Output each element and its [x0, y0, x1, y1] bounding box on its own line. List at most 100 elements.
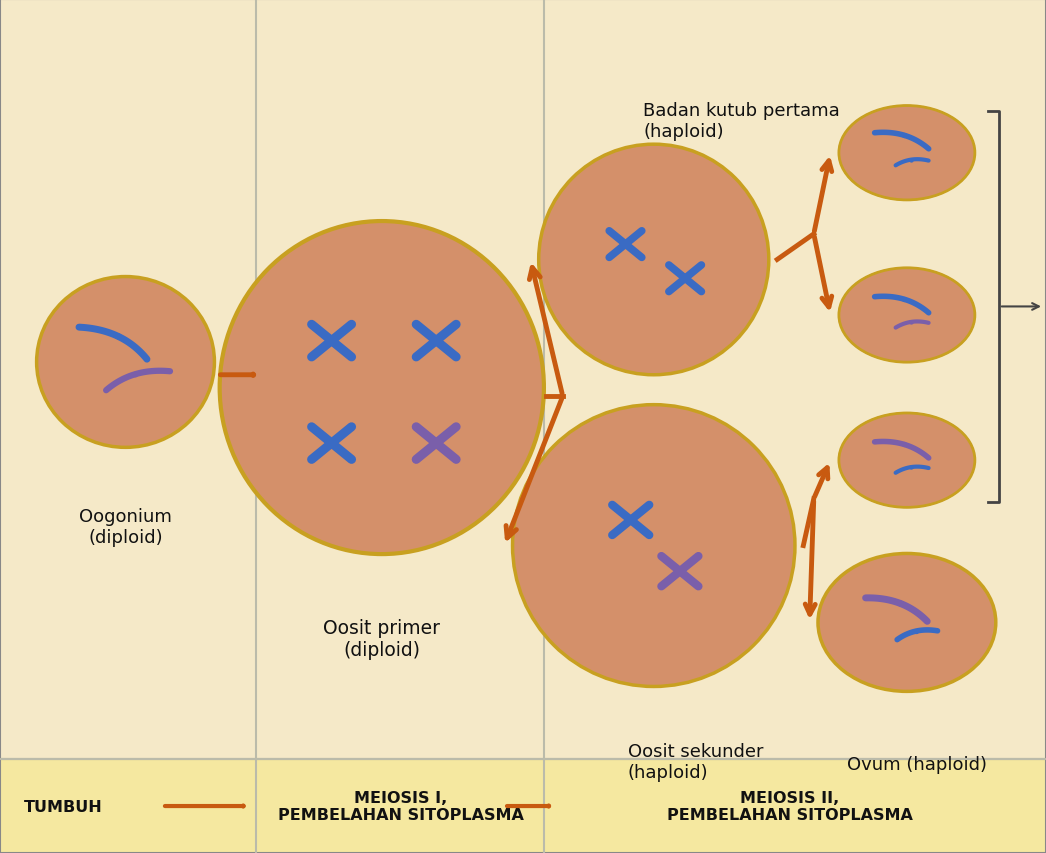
- Ellipse shape: [864, 589, 950, 656]
- Ellipse shape: [61, 300, 190, 425]
- Ellipse shape: [858, 281, 956, 350]
- Ellipse shape: [848, 577, 965, 668]
- Ellipse shape: [852, 116, 961, 191]
- Ellipse shape: [297, 301, 467, 475]
- Ellipse shape: [574, 181, 733, 339]
- Ellipse shape: [37, 277, 214, 448]
- Ellipse shape: [67, 306, 184, 419]
- Ellipse shape: [839, 107, 975, 200]
- Ellipse shape: [818, 554, 996, 692]
- Ellipse shape: [292, 296, 472, 480]
- Ellipse shape: [869, 434, 945, 487]
- Ellipse shape: [58, 298, 194, 427]
- Ellipse shape: [864, 432, 950, 490]
- Ellipse shape: [848, 420, 965, 502]
- Ellipse shape: [40, 280, 211, 445]
- Ellipse shape: [231, 233, 532, 543]
- Ellipse shape: [862, 430, 952, 491]
- Ellipse shape: [605, 496, 703, 595]
- Ellipse shape: [839, 107, 975, 200]
- Ellipse shape: [858, 119, 956, 188]
- Ellipse shape: [879, 296, 935, 335]
- Ellipse shape: [867, 287, 947, 344]
- Ellipse shape: [264, 267, 500, 509]
- Ellipse shape: [855, 582, 959, 664]
- Ellipse shape: [848, 275, 965, 357]
- Ellipse shape: [79, 318, 172, 407]
- Ellipse shape: [547, 153, 760, 368]
- Text: Badan kutub pertama
(haploid): Badan kutub pertama (haploid): [643, 102, 840, 141]
- Ellipse shape: [64, 304, 187, 421]
- Ellipse shape: [839, 269, 975, 363]
- Ellipse shape: [831, 563, 983, 682]
- Ellipse shape: [839, 414, 975, 508]
- Ellipse shape: [73, 312, 178, 413]
- Ellipse shape: [856, 118, 958, 189]
- Ellipse shape: [37, 277, 214, 448]
- Ellipse shape: [220, 222, 544, 554]
- Ellipse shape: [873, 293, 940, 339]
- Ellipse shape: [879, 134, 935, 173]
- Ellipse shape: [843, 417, 971, 504]
- Ellipse shape: [871, 436, 942, 485]
- Ellipse shape: [883, 299, 931, 332]
- Ellipse shape: [43, 283, 208, 442]
- Ellipse shape: [258, 262, 505, 514]
- Ellipse shape: [309, 313, 455, 463]
- Ellipse shape: [862, 123, 952, 184]
- Ellipse shape: [581, 473, 727, 619]
- Ellipse shape: [827, 561, 986, 684]
- Text: Oogonium
(diploid): Oogonium (diploid): [79, 508, 172, 546]
- Text: Oosit sekunder
(haploid): Oosit sekunder (haploid): [628, 742, 764, 780]
- Ellipse shape: [275, 279, 488, 497]
- Ellipse shape: [836, 568, 978, 677]
- Ellipse shape: [601, 208, 706, 312]
- Ellipse shape: [850, 114, 963, 193]
- Ellipse shape: [846, 111, 968, 196]
- Ellipse shape: [867, 591, 947, 654]
- Ellipse shape: [590, 196, 718, 324]
- Ellipse shape: [843, 110, 971, 197]
- Ellipse shape: [220, 222, 544, 554]
- Ellipse shape: [851, 580, 962, 665]
- Ellipse shape: [594, 200, 713, 320]
- Ellipse shape: [599, 492, 708, 600]
- Ellipse shape: [551, 444, 756, 648]
- Ellipse shape: [839, 414, 975, 508]
- Ellipse shape: [518, 410, 790, 682]
- Ellipse shape: [54, 295, 197, 430]
- Ellipse shape: [850, 276, 963, 355]
- Ellipse shape: [582, 189, 726, 332]
- Ellipse shape: [561, 453, 747, 639]
- FancyBboxPatch shape: [0, 759, 1046, 853]
- Ellipse shape: [563, 169, 745, 351]
- Ellipse shape: [869, 289, 945, 342]
- Ellipse shape: [881, 443, 933, 479]
- Ellipse shape: [877, 132, 937, 175]
- Ellipse shape: [52, 292, 199, 433]
- Ellipse shape: [824, 559, 990, 687]
- Ellipse shape: [877, 439, 937, 482]
- Ellipse shape: [559, 165, 749, 356]
- Ellipse shape: [287, 290, 477, 486]
- Ellipse shape: [862, 285, 952, 346]
- Ellipse shape: [852, 423, 961, 498]
- Ellipse shape: [834, 566, 980, 680]
- Ellipse shape: [864, 125, 950, 183]
- Ellipse shape: [606, 212, 702, 308]
- Ellipse shape: [46, 286, 205, 439]
- Ellipse shape: [883, 444, 931, 477]
- Ellipse shape: [877, 294, 937, 337]
- Ellipse shape: [597, 204, 710, 316]
- Ellipse shape: [860, 283, 954, 348]
- Ellipse shape: [871, 291, 942, 340]
- Ellipse shape: [869, 127, 945, 180]
- Ellipse shape: [856, 425, 958, 496]
- Ellipse shape: [842, 572, 972, 673]
- FancyBboxPatch shape: [0, 0, 1046, 776]
- Ellipse shape: [858, 584, 956, 661]
- Ellipse shape: [860, 121, 954, 186]
- Ellipse shape: [841, 270, 973, 361]
- Ellipse shape: [539, 145, 769, 375]
- Ellipse shape: [850, 421, 963, 500]
